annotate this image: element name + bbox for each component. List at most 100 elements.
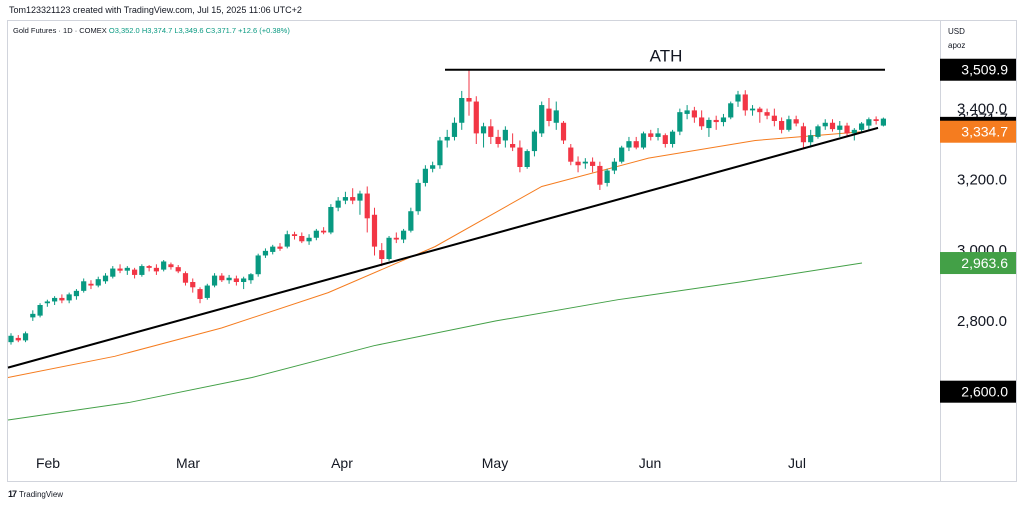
candle-body bbox=[102, 275, 109, 282]
candle-body bbox=[393, 237, 399, 240]
candle-body bbox=[182, 273, 189, 283]
unit-label[interactable]: apoz bbox=[948, 41, 966, 50]
candle-body bbox=[52, 297, 58, 302]
price-scale-divider bbox=[940, 20, 941, 482]
candle-body bbox=[110, 268, 116, 277]
candle-body bbox=[793, 119, 799, 124]
candle-body bbox=[350, 197, 356, 201]
candle-body bbox=[829, 122, 836, 130]
candle-body bbox=[880, 118, 886, 126]
candle-body bbox=[837, 125, 843, 130]
candle-body bbox=[415, 182, 421, 212]
candle-body bbox=[364, 193, 370, 219]
candle-body bbox=[386, 237, 392, 259]
candle-body bbox=[546, 108, 552, 121]
y-tick-label: 3,200.0 bbox=[957, 171, 1007, 188]
candle-body bbox=[59, 297, 65, 301]
x-tick-label: Mar bbox=[176, 455, 200, 471]
price-tag-label: 3,509.9 bbox=[961, 62, 1008, 78]
candle-body bbox=[720, 117, 727, 123]
candle-body bbox=[531, 131, 538, 152]
currency-label[interactable]: USD bbox=[948, 27, 965, 36]
y-tick-label: 3,400.0 bbox=[957, 101, 1007, 118]
candle-body bbox=[771, 115, 777, 121]
candle-body bbox=[15, 337, 21, 341]
candle-body bbox=[262, 250, 269, 256]
candle-body bbox=[321, 230, 327, 233]
candle-body bbox=[699, 117, 705, 127]
candle-body bbox=[764, 112, 770, 116]
candle-body bbox=[153, 267, 159, 272]
candle-body bbox=[757, 108, 763, 113]
candle-body bbox=[451, 122, 458, 137]
candle-body bbox=[575, 161, 581, 166]
candle-body bbox=[553, 110, 559, 123]
candle-body bbox=[131, 269, 138, 275]
candle-body bbox=[815, 126, 821, 137]
candle-body bbox=[371, 214, 378, 247]
candle-body bbox=[277, 246, 283, 249]
symbol-legend[interactable]: Gold Futures · 1D · COMEX O3,352.0 H3,37… bbox=[13, 26, 290, 35]
candle-body bbox=[342, 197, 349, 201]
ath-label: ATH bbox=[650, 47, 683, 66]
candle-body bbox=[691, 110, 697, 118]
trendline bbox=[7, 126, 879, 369]
candle-body bbox=[749, 108, 756, 111]
candle-body bbox=[306, 237, 312, 242]
candle-body bbox=[713, 119, 719, 123]
candle-body bbox=[480, 126, 487, 134]
candle-body bbox=[168, 264, 174, 268]
candle-body bbox=[248, 274, 254, 281]
candle-body bbox=[488, 126, 494, 137]
candle-body bbox=[328, 206, 334, 233]
candle-body bbox=[808, 135, 814, 143]
candle-body bbox=[255, 255, 261, 275]
candle-body bbox=[81, 281, 87, 291]
candle-body bbox=[175, 267, 181, 272]
candle-body bbox=[8, 335, 14, 343]
candle-body bbox=[139, 266, 145, 275]
candle-body bbox=[190, 282, 196, 288]
candle-body bbox=[655, 133, 661, 137]
sma-line bbox=[7, 262, 863, 421]
chart-frame bbox=[7, 20, 1017, 482]
footer-brand: TradingView bbox=[19, 489, 64, 499]
candle-body bbox=[357, 193, 363, 201]
price-tag bbox=[940, 58, 1016, 81]
candle-body bbox=[669, 131, 676, 144]
price-tag-label: 2,600.0 bbox=[961, 384, 1008, 400]
candle-body bbox=[146, 266, 152, 268]
symbol-name: Gold Futures · 1D · COMEX bbox=[13, 26, 107, 35]
candle-body bbox=[44, 301, 50, 304]
candle-body bbox=[241, 278, 247, 282]
candle-body bbox=[517, 147, 523, 167]
candle-body bbox=[459, 98, 465, 123]
candle-body bbox=[379, 250, 385, 259]
candle-body bbox=[88, 283, 94, 286]
candle-body bbox=[197, 289, 203, 299]
candle-body bbox=[466, 98, 472, 102]
candle-body bbox=[568, 147, 574, 162]
candle-body bbox=[299, 236, 305, 242]
candle-body bbox=[30, 313, 36, 318]
candle-body bbox=[226, 277, 232, 281]
candle-body bbox=[735, 94, 741, 102]
candle-body bbox=[539, 105, 545, 134]
candle-body bbox=[858, 123, 865, 130]
candle-body bbox=[117, 268, 123, 271]
x-tick-label: Apr bbox=[331, 455, 353, 471]
candle-body bbox=[233, 278, 239, 282]
tradingview-footer[interactable]: 17 TradingView bbox=[8, 489, 63, 499]
candle-body bbox=[430, 165, 436, 169]
price-tag-label: 2,963.6 bbox=[961, 255, 1008, 271]
candle-body bbox=[66, 294, 72, 301]
candle-body bbox=[684, 110, 690, 114]
candle-body bbox=[706, 119, 712, 129]
candle-body bbox=[495, 136, 501, 144]
candle-body bbox=[408, 211, 414, 231]
x-tick-label: Jul bbox=[788, 455, 806, 471]
candle-body bbox=[851, 129, 857, 134]
candle-body bbox=[677, 112, 683, 132]
candle-body bbox=[800, 126, 807, 143]
